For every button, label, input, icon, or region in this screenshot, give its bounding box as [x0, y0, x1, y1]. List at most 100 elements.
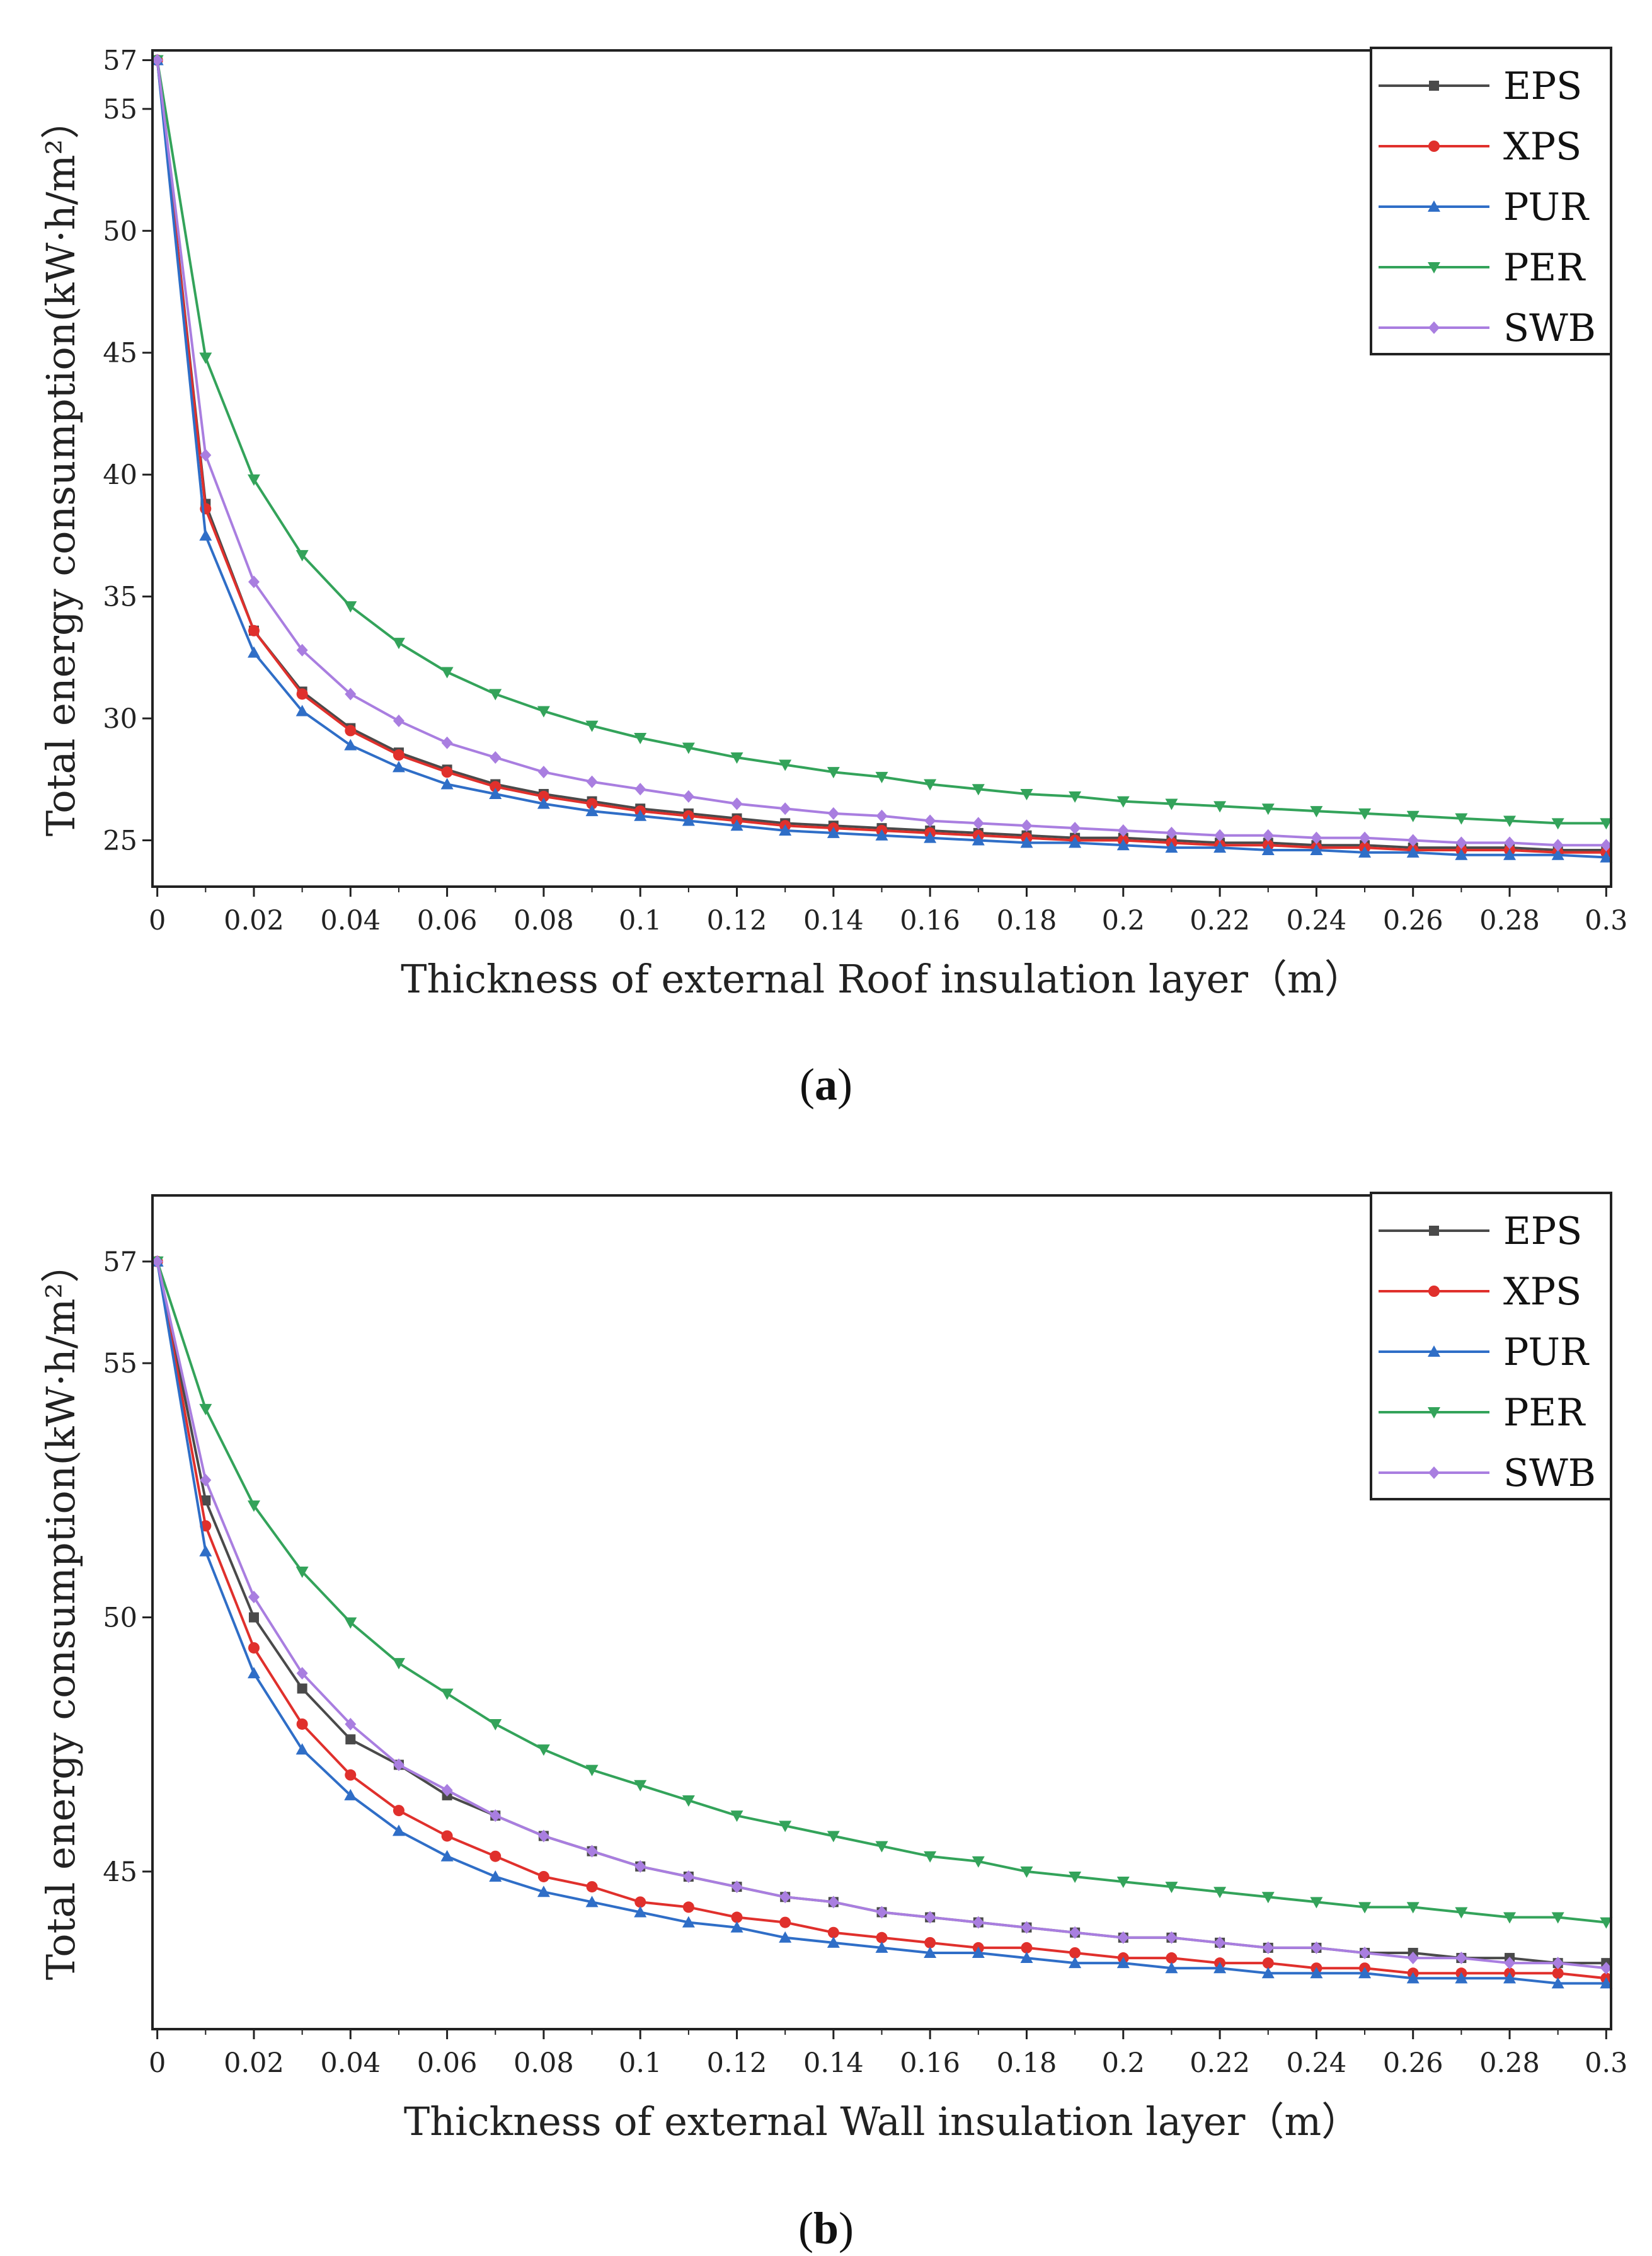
- data-point-xps-b: [1552, 1967, 1564, 1979]
- data-point-xps-b: [731, 1911, 743, 1923]
- data-point-pur-b: [1213, 1962, 1227, 1974]
- data-point-xps-b: [393, 1805, 404, 1817]
- data-point-per-a: [682, 742, 695, 754]
- x-tick-label-a: 0.28: [1479, 905, 1540, 936]
- data-point-per-b: [924, 1851, 937, 1863]
- data-point-swb-b: [296, 1667, 308, 1680]
- x-tick-label-a: 0.06: [417, 905, 478, 936]
- data-point-per-a: [440, 667, 454, 679]
- data-point-per-a: [489, 689, 502, 701]
- data-point-xps-b: [634, 1896, 646, 1908]
- data-point-pur-b: [1310, 1967, 1323, 1979]
- data-point-per-a: [730, 752, 743, 764]
- data-point-per-a: [392, 638, 405, 650]
- x-tick-label-a: 0.08: [513, 905, 574, 936]
- data-point-pur-a: [295, 705, 309, 717]
- data-point-swb-a: [441, 736, 453, 749]
- data-point-swb-b: [1117, 1931, 1129, 1944]
- y-tick-label-b: 57: [103, 1246, 137, 1278]
- data-point-pur-a: [1213, 841, 1227, 853]
- data-point-swb-a: [490, 751, 502, 764]
- data-point-swb-b: [972, 1916, 984, 1929]
- data-point-swb-b: [1552, 1957, 1564, 1970]
- data-point-pur-a: [199, 529, 212, 541]
- data-point-pur-b: [489, 1870, 502, 1882]
- data-point-pur-a: [1165, 841, 1178, 853]
- x-tick-label-b: 0.02: [224, 2047, 284, 2079]
- legend-swatch-marker-pur-b: [1428, 1345, 1440, 1357]
- y-tick-label-a: 30: [103, 703, 137, 735]
- data-point-pur-b: [1406, 1972, 1420, 1984]
- data-point-swb-b: [1166, 1931, 1178, 1944]
- data-point-per-b: [1551, 1912, 1564, 1924]
- legend-swatch-marker-swb-a: [1428, 321, 1440, 334]
- x-tick-label-b: 0.26: [1383, 2047, 1443, 2079]
- data-point-pur-b: [875, 1941, 888, 1953]
- data-point-per-b: [440, 1688, 454, 1700]
- data-point-per-b: [972, 1856, 985, 1868]
- data-point-xps-a: [586, 798, 598, 810]
- data-point-swb-b: [1262, 1941, 1274, 1954]
- x-tick-label-a: 0.3: [1585, 905, 1627, 936]
- data-point-per-a: [537, 706, 550, 718]
- data-point-xps-b: [876, 1931, 888, 1943]
- data-point-per-b: [1600, 1917, 1613, 1929]
- data-point-swb-a: [1600, 839, 1612, 852]
- data-point-pur-b: [1358, 1967, 1372, 1979]
- data-point-xps-b: [586, 1881, 598, 1893]
- data-point-pur-b: [827, 1936, 840, 1948]
- x-tick-label-b: 0.16: [900, 2047, 960, 2079]
- y-tick-label-b: 55: [103, 1348, 137, 1379]
- data-point-per-b: [489, 1718, 502, 1730]
- legend-swatch-marker-xps-b: [1428, 1286, 1440, 1297]
- data-point-per-a: [1020, 788, 1033, 800]
- data-point-per-a: [1213, 801, 1227, 813]
- x-tick-label-b: 0.08: [513, 2047, 574, 2079]
- data-point-pur-b: [1020, 1952, 1033, 1964]
- series-swb-b: [151, 1255, 1612, 1975]
- x-tick-label-a: 0.14: [803, 905, 864, 936]
- data-point-xps-a: [490, 781, 502, 793]
- legend-swatch-marker-per-b: [1428, 1407, 1440, 1419]
- series-pur-a: [151, 54, 1613, 863]
- data-point-swb-b: [731, 1880, 743, 1894]
- data-point-per-a: [827, 767, 840, 779]
- y-axis-title-b: Total energy consumption(kW·h/m²）: [38, 1244, 84, 1981]
- data-point-pur-b: [295, 1743, 309, 1755]
- data-point-swb-a: [827, 807, 839, 820]
- y-axis-title-a: Total energy consumption(kW·h/m²）: [38, 100, 84, 837]
- x-tick-label-a: 0.16: [900, 905, 960, 936]
- data-point-per-b: [392, 1658, 405, 1670]
- data-point-per-b: [634, 1780, 647, 1792]
- data-point-eps-b: [200, 1495, 211, 1506]
- data-point-pur-b: [537, 1885, 550, 1897]
- x-tick-label-b: 0.2: [1102, 2047, 1145, 2079]
- data-point-per-a: [1310, 806, 1323, 818]
- data-point-swb-b: [1455, 1952, 1467, 1965]
- y-tick-label-a: 55: [103, 94, 137, 125]
- caption-a: (a): [800, 1059, 852, 1110]
- data-point-swb-a: [248, 575, 260, 589]
- data-point-pur-a: [440, 778, 454, 790]
- data-point-pur-b: [730, 1921, 743, 1933]
- data-point-per-a: [1455, 813, 1468, 825]
- x-tick-label-b: 0.24: [1287, 2047, 1347, 2079]
- data-point-pur-a: [1020, 836, 1033, 848]
- legend-label-pur-a: PUR: [1503, 185, 1590, 229]
- legend-swatch-marker-xps-a: [1428, 141, 1440, 152]
- data-point-swb-b: [345, 1717, 357, 1730]
- data-point-per-b: [1503, 1912, 1517, 1924]
- data-point-pur-a: [1116, 839, 1130, 851]
- x-tick-label-a: 0.2: [1102, 905, 1145, 936]
- data-point-swb-a: [972, 817, 984, 830]
- data-point-xps-a: [248, 624, 260, 636]
- data-point-xps-a: [393, 749, 404, 761]
- y-tick-label-a: 50: [103, 216, 137, 247]
- data-point-swb-a: [393, 714, 404, 727]
- data-point-per-b: [827, 1831, 840, 1843]
- data-point-per-b: [1455, 1907, 1468, 1919]
- data-point-xps-b: [924, 1937, 936, 1948]
- series-swb-a: [151, 54, 1612, 852]
- legend-label-eps-b: EPS: [1503, 1209, 1582, 1253]
- data-point-per-a: [875, 771, 888, 783]
